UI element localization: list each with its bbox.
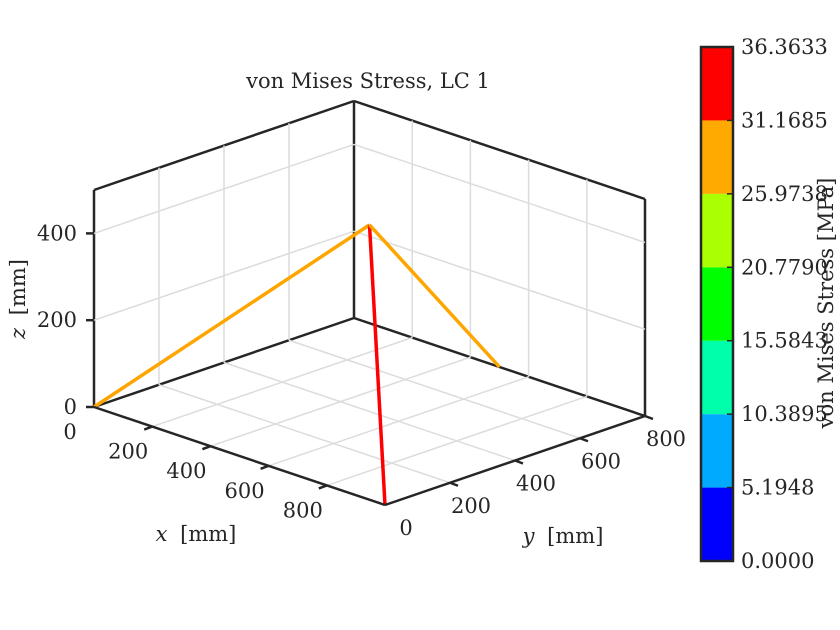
x-tick-mark	[201, 445, 211, 451]
colorbar-tick-label: 5.1948	[741, 476, 814, 500]
colorbar-band	[701, 267, 733, 341]
y-tick-mark	[644, 414, 654, 421]
colorbar-tick-label: 31.1685	[741, 108, 828, 132]
x-tick-mark	[260, 464, 270, 470]
z-axis-unit: [mm]	[6, 259, 30, 315]
wall-gridline-z	[353, 143, 646, 244]
x-axis-line	[93, 405, 386, 507]
x-tick-label: 800	[283, 498, 323, 522]
colorbar-label: von Mises Stress [MPa]	[814, 178, 838, 430]
colorbar-band	[701, 340, 733, 415]
z-tick-label: 400	[37, 221, 77, 245]
z-tick-label: 200	[37, 308, 77, 332]
x-axis-unit: [mm]	[180, 522, 236, 546]
z-axis-variable: z	[6, 327, 30, 340]
y-tick-mark	[449, 481, 459, 487]
colorbar-tick-label: 25.9738	[741, 182, 828, 206]
x-axis-label: x [mm]	[156, 522, 237, 546]
truss-member	[367, 224, 387, 506]
y-tick-label: 400	[516, 472, 556, 496]
colorbar-band	[701, 47, 733, 121]
x-tick-label: 600	[225, 479, 265, 503]
axes-back-planes	[92, 99, 647, 418]
box-edge	[353, 99, 646, 201]
grid-lines	[93, 120, 646, 487]
colorbar-band	[701, 487, 733, 561]
z-tick-label: 0	[64, 395, 77, 419]
y-axis-variable: y	[522, 524, 536, 548]
wall-gridline-z	[353, 230, 646, 330]
x-tick-mark	[318, 484, 328, 490]
colorbar: 0.0000 5.1948 10.3895 15.5843 20.7790 25.9738…	[699, 35, 828, 573]
x-tick-label: 200	[108, 440, 148, 464]
chart-title: von Mises Stress, LC 1	[245, 69, 490, 93]
y-tick-label: 600	[581, 449, 621, 473]
axis-ticks: 0 200 400 600 800 0 200 400 600 800 0 200 400	[37, 221, 686, 540]
x-axis-variable: x	[156, 522, 168, 546]
y-tick-label: 800	[646, 427, 686, 451]
colorbar-tick-label: 0.0000	[741, 549, 814, 573]
y-tick-mark	[514, 459, 524, 465]
y-tick-label: 200	[451, 494, 491, 518]
colorbar-tick-label: 10.3895	[741, 402, 828, 426]
truss-member	[368, 223, 501, 369]
colorbar-band	[701, 414, 733, 488]
truss-members	[93, 223, 501, 506]
y-axis-unit: [mm]	[547, 524, 603, 548]
floor-gridline-y	[223, 361, 516, 462]
wall-gridline-z	[93, 143, 355, 235]
truss-member	[93, 223, 371, 409]
colorbar-frame	[699, 45, 735, 563]
z-axis-label: z [mm]	[6, 259, 30, 340]
colorbar-band	[701, 193, 733, 268]
colorbar-band	[701, 120, 733, 194]
y-tick-label: 0	[399, 516, 412, 540]
floor-gridline-y	[288, 339, 581, 439]
x-tick-mark	[143, 425, 153, 431]
y-tick-mark	[579, 437, 589, 443]
x-tick-label: 0	[63, 420, 76, 444]
y-axis-label: y [mm]	[522, 524, 604, 548]
x-tick-label: 400	[166, 459, 206, 483]
floor-gridline-y	[158, 384, 451, 484]
colorbar-tick-label: 20.7790	[741, 255, 828, 279]
colorbar-tick-label: 36.3633	[741, 35, 828, 59]
colorbar-tick-label: 15.5843	[741, 329, 828, 353]
wall-gridline-z	[93, 230, 355, 321]
